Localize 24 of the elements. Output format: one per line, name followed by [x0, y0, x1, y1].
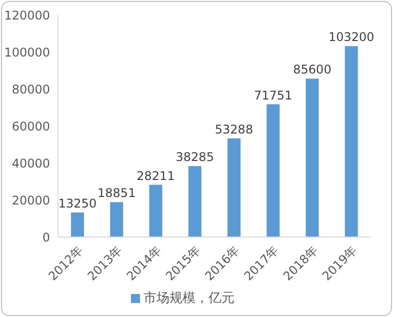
y-tick-label: 80000: [12, 82, 50, 96]
data-label: 103200: [328, 30, 374, 44]
bar: [149, 184, 162, 237]
data-label: 85600: [293, 62, 332, 77]
y-tick-label: 120000: [4, 8, 50, 22]
data-label: 38285: [176, 150, 214, 164]
legend-label: 市场规模，亿元: [144, 291, 234, 306]
bar: [71, 212, 84, 237]
data-label: 18851: [98, 186, 136, 200]
bar: [266, 104, 280, 237]
y-tick-label: 40000: [12, 156, 50, 170]
data-label: 53288: [214, 122, 254, 136]
bar: [306, 78, 319, 237]
y-tick-label: 0: [42, 230, 50, 244]
data-label: 71751: [254, 88, 292, 102]
y-tick-label: 60000: [12, 119, 50, 134]
bar: [188, 166, 202, 237]
bar: [110, 202, 124, 237]
y-tick-label: 100000: [4, 45, 50, 60]
bar: [228, 138, 240, 237]
data-label: 13250: [58, 196, 97, 210]
y-tick-label: 20000: [12, 193, 50, 208]
data-label: 28211: [136, 168, 175, 183]
bar: [344, 46, 358, 237]
